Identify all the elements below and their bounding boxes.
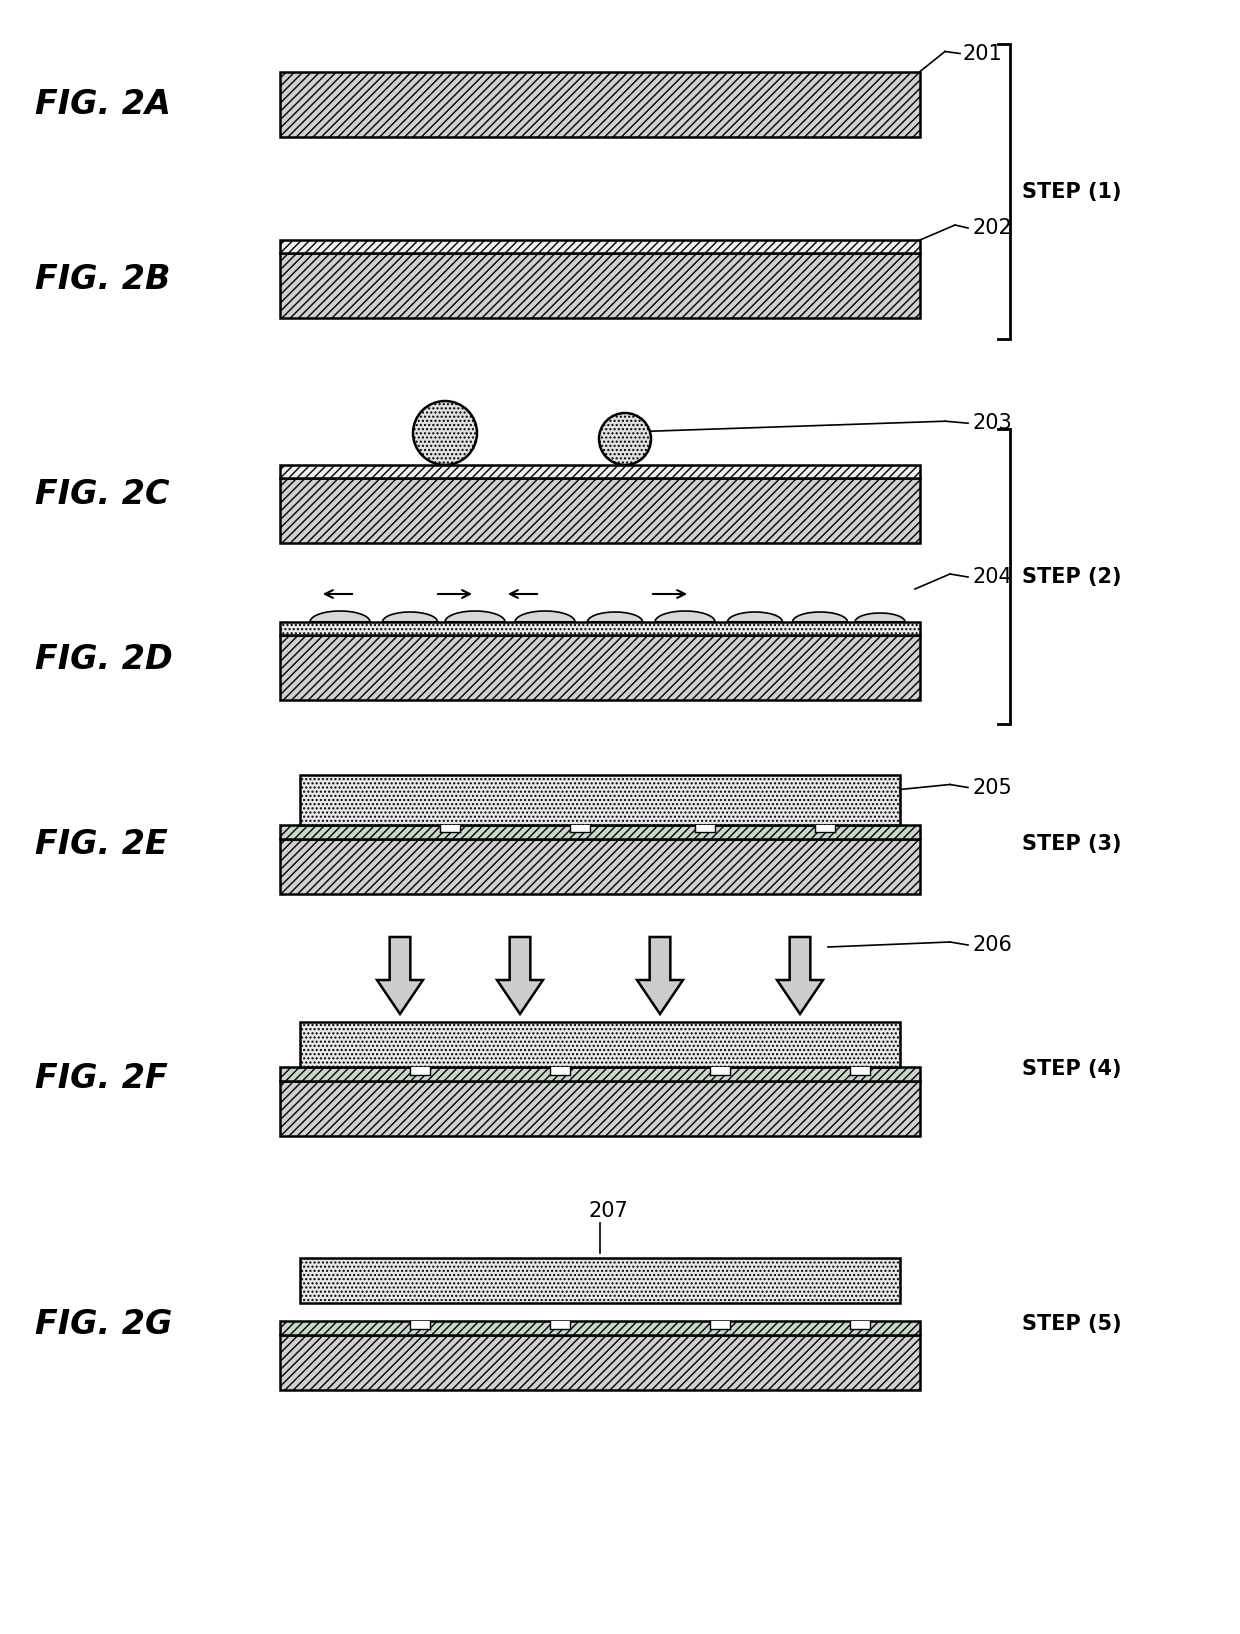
Bar: [410, 1067, 430, 1075]
Bar: [711, 1320, 730, 1328]
Bar: [300, 1021, 900, 1067]
Polygon shape: [728, 613, 782, 623]
Bar: [280, 240, 920, 253]
Bar: [551, 1067, 570, 1075]
Polygon shape: [515, 611, 575, 623]
Polygon shape: [310, 611, 370, 623]
Bar: [570, 825, 590, 832]
Polygon shape: [377, 936, 423, 1015]
Bar: [280, 479, 920, 542]
Bar: [551, 1320, 570, 1328]
Bar: [410, 1320, 430, 1328]
Bar: [280, 1335, 920, 1391]
Bar: [300, 775, 900, 825]
Text: 204: 204: [972, 567, 1012, 587]
Bar: [280, 1320, 920, 1335]
Bar: [280, 825, 920, 838]
Text: STEP (2): STEP (2): [1022, 567, 1121, 587]
Polygon shape: [637, 936, 683, 1015]
Polygon shape: [655, 611, 715, 623]
Bar: [849, 1320, 870, 1328]
Bar: [849, 1067, 870, 1075]
Bar: [280, 466, 920, 479]
Text: FIG. 2C: FIG. 2C: [35, 477, 170, 510]
Polygon shape: [792, 613, 847, 623]
Bar: [280, 72, 920, 137]
Bar: [280, 838, 920, 894]
Text: STEP (1): STEP (1): [1022, 181, 1121, 201]
Polygon shape: [856, 613, 905, 623]
Bar: [815, 825, 835, 832]
Bar: [711, 1067, 730, 1075]
Bar: [280, 1067, 920, 1082]
Polygon shape: [497, 936, 543, 1015]
Text: 202: 202: [972, 217, 1012, 239]
Circle shape: [413, 400, 477, 466]
Text: FIG. 2D: FIG. 2D: [35, 642, 172, 675]
Polygon shape: [588, 613, 642, 623]
Bar: [440, 825, 460, 832]
Bar: [280, 636, 920, 699]
Bar: [280, 623, 920, 636]
Text: 205: 205: [972, 778, 1012, 797]
Bar: [280, 1082, 920, 1136]
Text: FIG. 2B: FIG. 2B: [35, 263, 171, 296]
Text: 206: 206: [972, 935, 1012, 954]
Text: FIG. 2E: FIG. 2E: [35, 827, 167, 861]
Text: STEP (5): STEP (5): [1022, 1314, 1122, 1333]
Bar: [280, 253, 920, 319]
Text: STEP (4): STEP (4): [1022, 1059, 1121, 1078]
Text: FIG. 2F: FIG. 2F: [35, 1062, 167, 1095]
Circle shape: [599, 413, 651, 466]
Text: 201: 201: [963, 44, 1003, 64]
Text: 203: 203: [972, 413, 1012, 433]
Polygon shape: [445, 611, 505, 623]
Text: FIG. 2G: FIG. 2G: [35, 1307, 172, 1340]
Polygon shape: [777, 936, 823, 1015]
Text: STEP (3): STEP (3): [1022, 833, 1121, 855]
Text: FIG. 2A: FIG. 2A: [35, 88, 171, 121]
Bar: [694, 825, 715, 832]
Polygon shape: [382, 613, 438, 623]
Text: 207: 207: [588, 1201, 627, 1221]
Bar: [300, 1258, 900, 1302]
